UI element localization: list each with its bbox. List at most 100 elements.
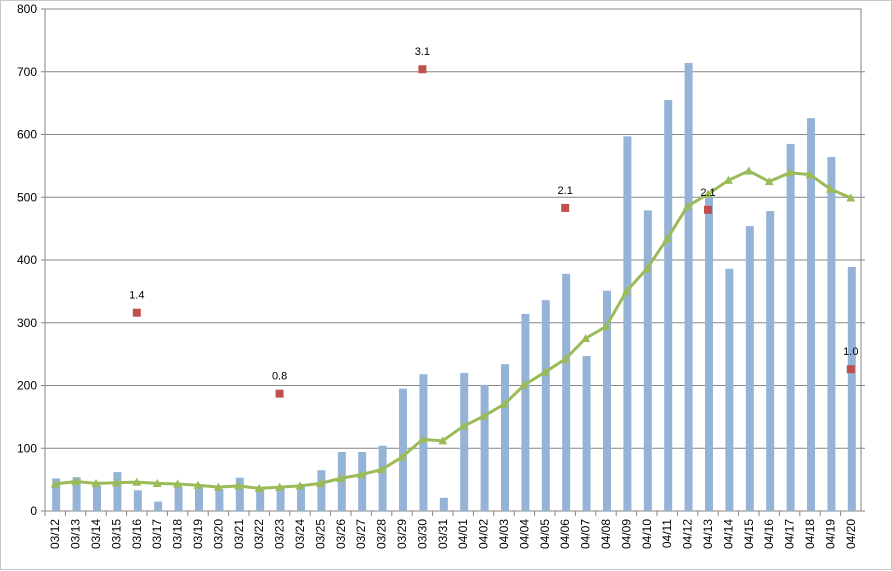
line-point — [744, 166, 754, 175]
line-point — [825, 184, 835, 193]
line-point — [377, 465, 387, 474]
line-point — [356, 470, 366, 479]
x-tick-label: 04/17 — [783, 519, 797, 549]
x-tick-label: 03/27 — [354, 519, 368, 549]
y-tick-label: 300 — [17, 316, 37, 330]
y-tick-label: 600 — [17, 128, 37, 142]
bar — [154, 501, 163, 511]
line-point — [499, 399, 509, 408]
data-label: 1.0 — [843, 346, 858, 358]
bar — [276, 487, 285, 511]
line-series — [55, 169, 852, 490]
x-tick-label: 04/01 — [456, 519, 470, 549]
x-tick-label: 03/17 — [150, 519, 164, 549]
x-tick-label: 03/29 — [395, 519, 409, 549]
line-point — [152, 478, 162, 487]
x-tick-label: 03/31 — [436, 519, 450, 549]
x-tick-label: 03/21 — [232, 519, 246, 549]
line-point — [540, 367, 550, 376]
bar — [684, 62, 693, 512]
line-point — [254, 483, 264, 493]
bar — [378, 445, 387, 511]
bar — [786, 143, 795, 511]
line-point — [662, 234, 672, 243]
bar — [603, 290, 611, 511]
bar — [358, 452, 367, 511]
line-point — [132, 477, 142, 486]
bar — [541, 300, 550, 511]
line-point — [805, 170, 815, 179]
x-tick-label: 03/20 — [211, 519, 225, 549]
bar — [705, 196, 713, 511]
bar — [235, 477, 244, 511]
x-tick-label: 04/05 — [538, 519, 552, 549]
x-tick-label: 03/14 — [89, 519, 103, 549]
y-tick-label: 700 — [17, 65, 37, 79]
x-tick-label: 04/19 — [823, 519, 837, 549]
line-point — [275, 482, 285, 491]
y-tick-label: 100 — [17, 441, 37, 455]
data-label: 0.8 — [272, 371, 287, 383]
line-point — [601, 322, 611, 331]
line-point — [50, 479, 60, 488]
bar — [562, 273, 571, 511]
line-point — [91, 478, 101, 487]
bar — [297, 485, 305, 511]
x-tick-label: 04/10 — [640, 519, 654, 549]
x-tick-label: 03/30 — [415, 519, 429, 549]
bar — [501, 364, 509, 511]
line-point — [581, 333, 591, 343]
line-point — [417, 434, 427, 444]
x-tick-label: 04/03 — [497, 519, 511, 549]
scatter-point — [275, 389, 284, 398]
x-tick-label: 03/15 — [109, 519, 123, 549]
x-tick-label: 03/16 — [130, 519, 144, 549]
line-point — [519, 380, 529, 389]
line-point — [703, 189, 713, 198]
scatter-point — [561, 203, 570, 212]
y-tick-label: 200 — [17, 379, 37, 393]
bar — [52, 478, 61, 511]
line-point — [173, 479, 183, 488]
line-point — [683, 201, 693, 210]
line-point — [479, 411, 489, 420]
bar — [623, 136, 632, 511]
x-tick-label: 04/06 — [558, 519, 572, 549]
bar — [745, 226, 754, 512]
scatter-point — [132, 308, 141, 317]
bar — [72, 477, 81, 511]
data-label: 3.1 — [415, 46, 430, 58]
bar — [847, 266, 856, 511]
x-tick-label: 04/14 — [721, 519, 735, 549]
line-point — [846, 193, 856, 202]
x-tick-label: 04/09 — [619, 519, 633, 549]
x-tick-label: 03/13 — [69, 519, 83, 549]
x-tick-label: 03/19 — [191, 519, 205, 549]
line-point — [336, 473, 346, 482]
y-tick-label: 800 — [17, 2, 37, 16]
x-tick-label: 04/15 — [742, 519, 756, 549]
y-tick-label: 0 — [30, 504, 37, 518]
data-label: 2.1 — [700, 187, 715, 199]
line-point — [397, 452, 407, 461]
line-point — [458, 421, 468, 430]
bar — [133, 490, 142, 511]
bar — [215, 489, 224, 511]
x-tick-label: 04/02 — [477, 519, 491, 549]
bar — [521, 313, 530, 511]
bar — [317, 470, 326, 511]
data-label: 1.4 — [129, 290, 144, 302]
line-point — [71, 477, 81, 486]
x-tick-label: 03/25 — [313, 519, 327, 549]
x-tick-label: 03/24 — [293, 519, 307, 549]
line-point — [764, 177, 774, 186]
line-point — [723, 175, 733, 184]
x-tick-label: 04/16 — [762, 519, 776, 549]
bar — [807, 118, 815, 511]
bar — [766, 211, 775, 511]
y-tick-label: 400 — [17, 253, 37, 267]
scatter-point — [846, 365, 855, 374]
x-tick-label: 04/18 — [803, 519, 817, 549]
